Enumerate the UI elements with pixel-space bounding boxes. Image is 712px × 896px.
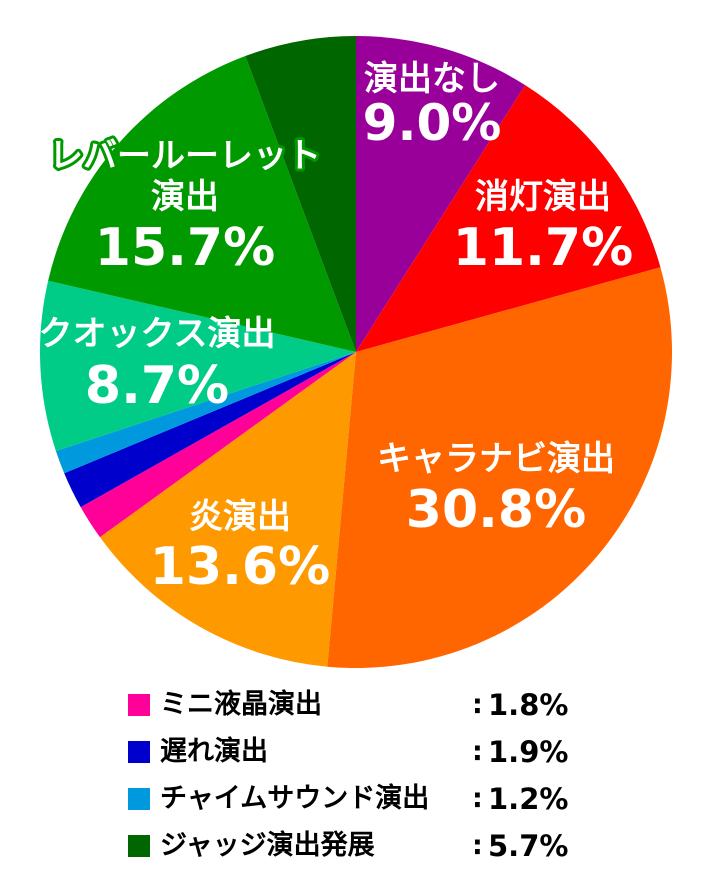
slice-label: キャラナビ演出 bbox=[377, 439, 615, 479]
slice-label: 炎演出 bbox=[189, 497, 291, 537]
legend-value: 1.8% bbox=[488, 688, 569, 722]
slice-value: 11.7% bbox=[453, 218, 633, 278]
pie-slice bbox=[64, 352, 356, 508]
slice-value: 30.8% bbox=[406, 480, 586, 540]
legend-swatch bbox=[128, 788, 150, 810]
slice-value: 15.7% bbox=[95, 218, 275, 278]
pie-slice bbox=[48, 56, 356, 352]
legend-item: チャイムサウンド演出 : 1.2% bbox=[128, 780, 598, 827]
legend-swatch bbox=[128, 835, 150, 857]
pie-slice bbox=[39, 280, 357, 451]
legend-item: 遅れ演出 : 1.9% bbox=[128, 733, 598, 780]
pie-slice bbox=[356, 36, 526, 352]
slice-label: 演出なし bbox=[364, 59, 500, 99]
slice-label: 消灯演出 bbox=[475, 177, 611, 217]
legend-colon: : bbox=[472, 830, 483, 861]
pie-slice bbox=[99, 352, 356, 667]
legend-colon: : bbox=[472, 736, 483, 767]
pie-slice bbox=[327, 267, 673, 668]
legend-swatch bbox=[128, 741, 150, 763]
pie-slice bbox=[356, 85, 661, 352]
slice-value: 8.7% bbox=[85, 356, 229, 416]
legend-item: ジャッジ演出発展 : 5.7% bbox=[128, 827, 598, 874]
legend-label: ジャッジ演出発展 bbox=[160, 830, 375, 861]
legend-colon: : bbox=[472, 689, 483, 720]
legend-label: ミニ液晶演出 bbox=[160, 689, 322, 720]
pie-slice bbox=[55, 352, 357, 474]
slice-value: 9.0% bbox=[363, 94, 502, 152]
legend-value: 5.7% bbox=[488, 829, 569, 863]
legend: ミニ液晶演出 : 1.8% 遅れ演出 : 1.9% チャイムサウンド演出 : 1… bbox=[128, 686, 598, 874]
legend-label: 遅れ演出 bbox=[160, 736, 268, 767]
pie-slice bbox=[245, 36, 356, 352]
pie-slice bbox=[80, 352, 356, 538]
slice-label: クオックス演出 bbox=[39, 314, 276, 354]
legend-value: 1.9% bbox=[488, 735, 569, 769]
slice-value: 13.6% bbox=[150, 537, 330, 597]
legend-label: チャイムサウンド演出 bbox=[160, 783, 430, 814]
legend-colon: : bbox=[472, 783, 483, 814]
legend-swatch bbox=[128, 694, 150, 716]
slice-label: レバールーレット演出 bbox=[49, 136, 321, 217]
legend-value: 1.2% bbox=[488, 782, 569, 816]
legend-item: ミニ液晶演出 : 1.8% bbox=[128, 686, 598, 733]
